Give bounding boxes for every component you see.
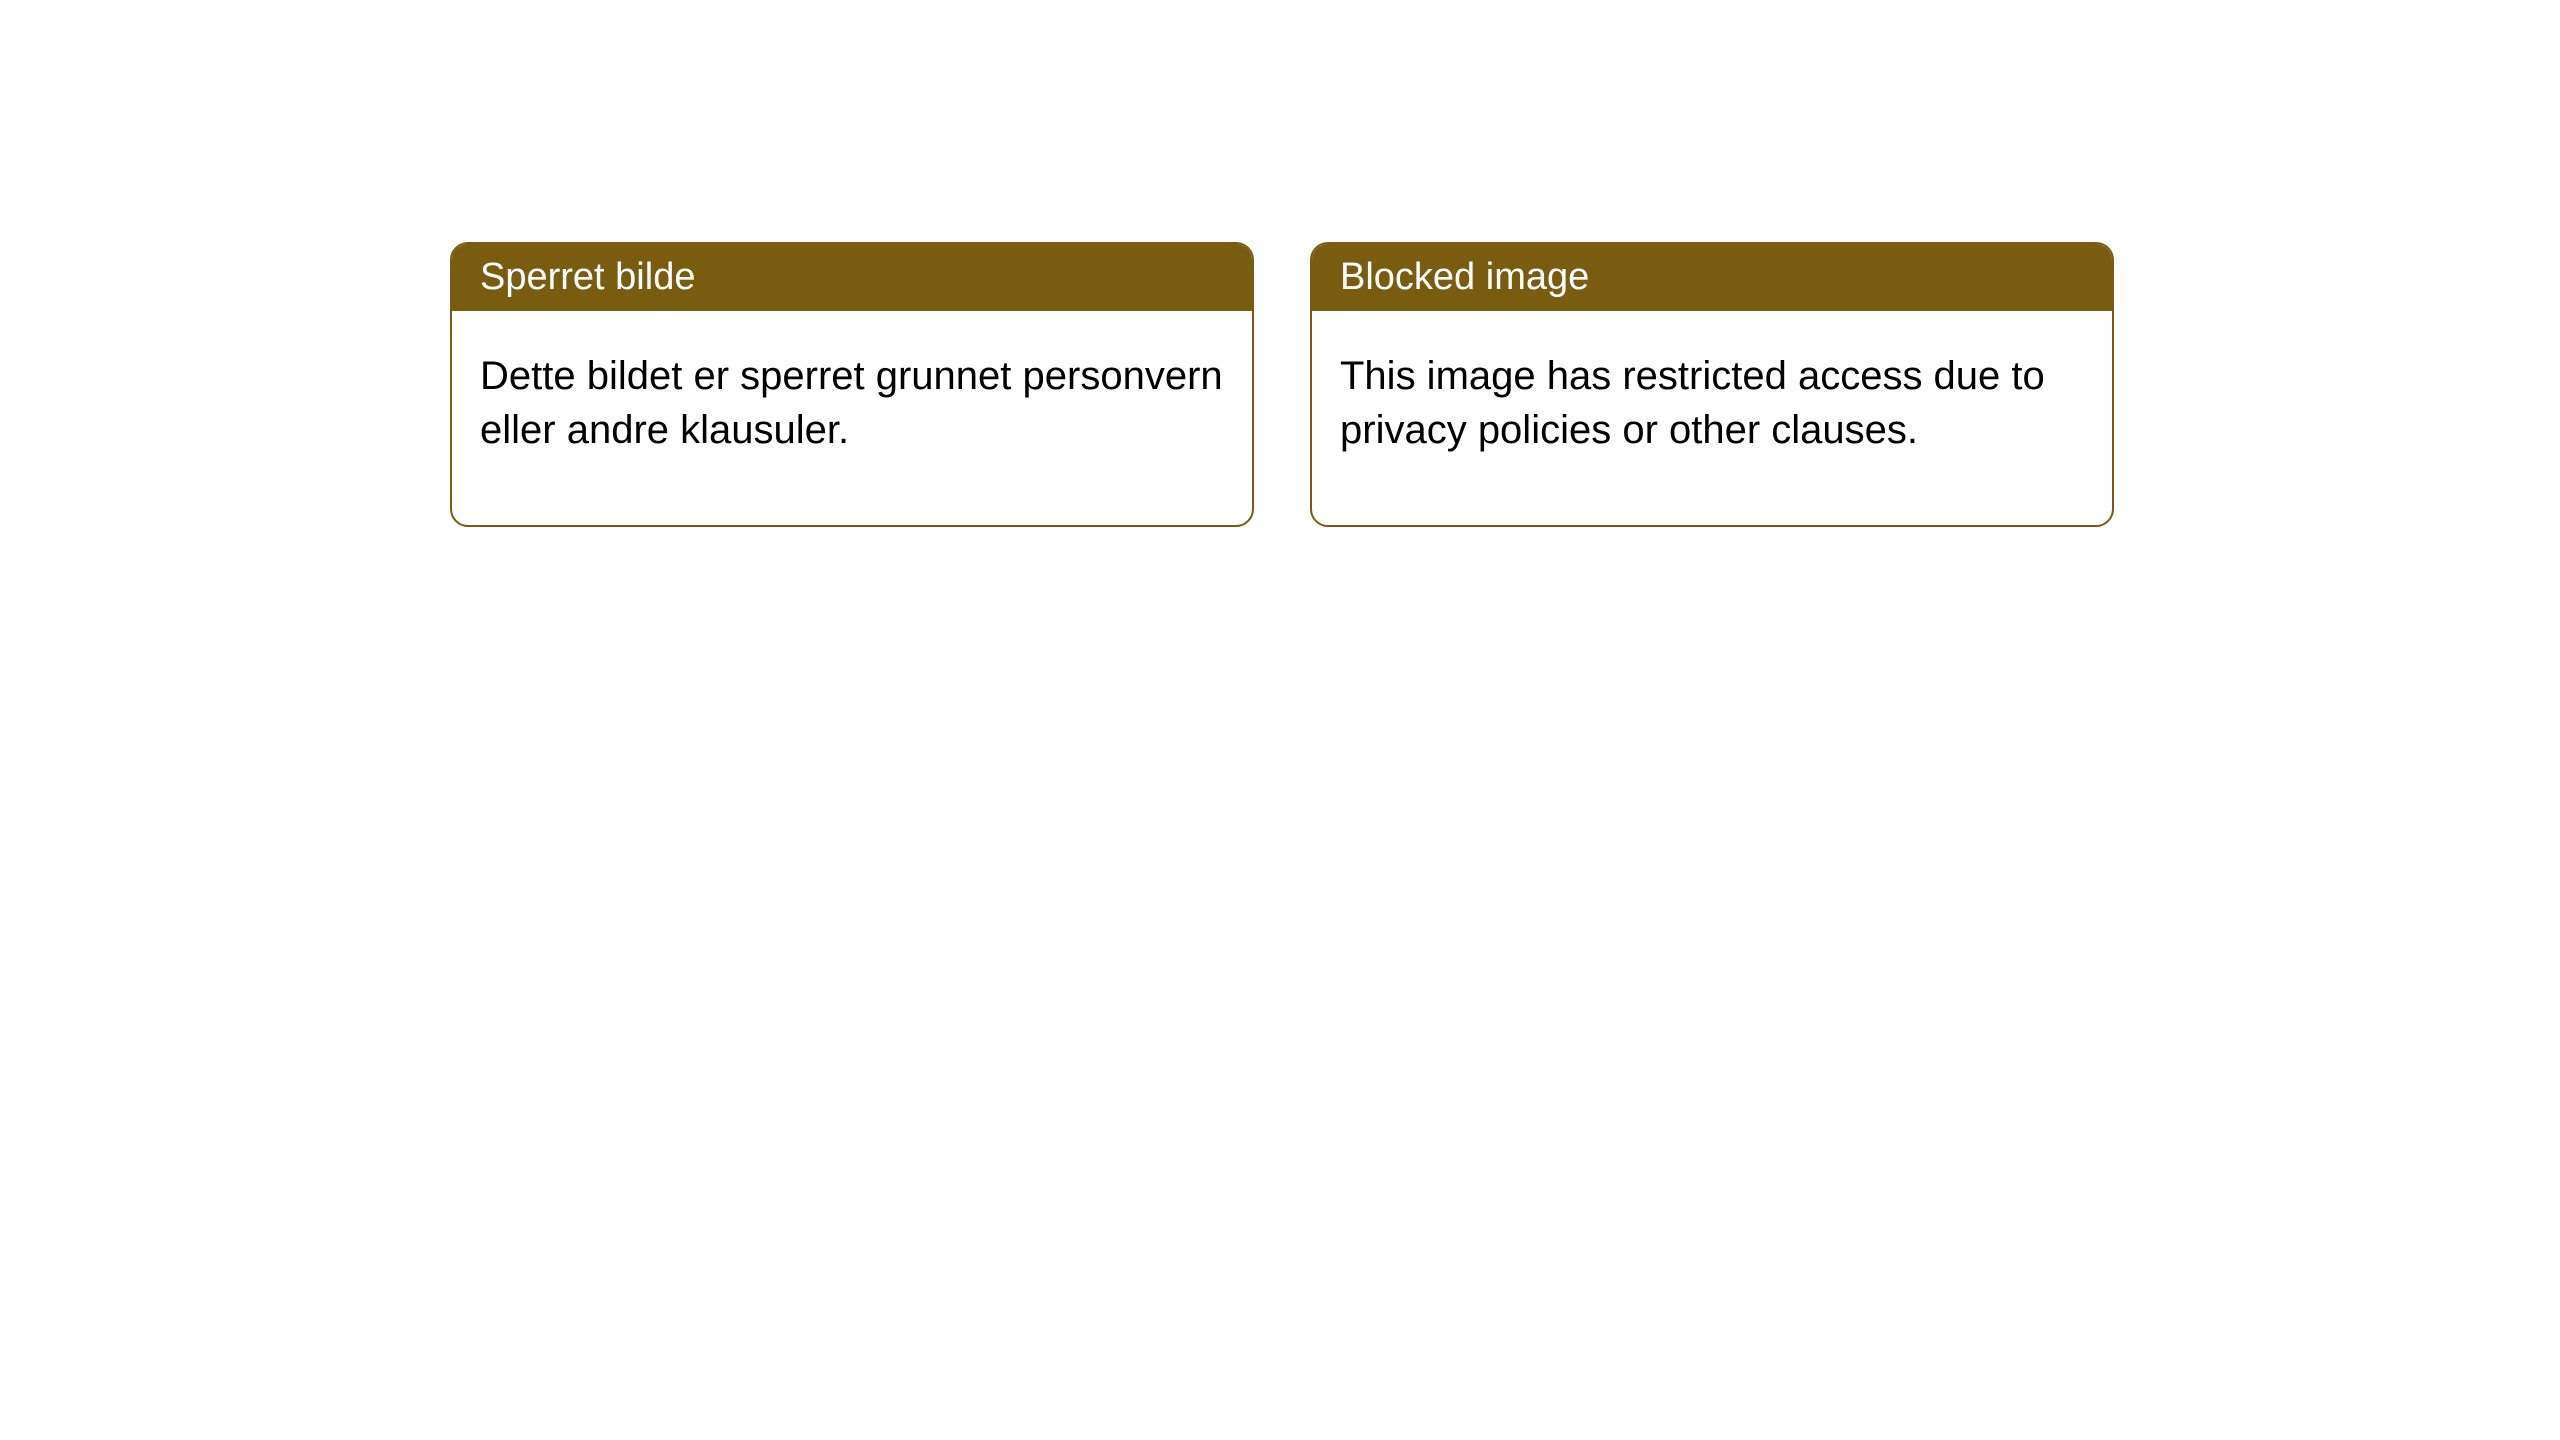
card-header: Sperret bilde — [452, 244, 1252, 311]
card-body: This image has restricted access due to … — [1312, 311, 2112, 525]
card-body: Dette bildet er sperret grunnet personve… — [452, 311, 1252, 525]
notice-card-english: Blocked image This image has restricted … — [1310, 242, 2114, 527]
card-header: Blocked image — [1312, 244, 2112, 311]
card-title: Blocked image — [1340, 256, 1589, 298]
card-body-text: This image has restricted access due to … — [1340, 354, 2045, 452]
card-body-text: Dette bildet er sperret grunnet personve… — [480, 354, 1223, 452]
card-title: Sperret bilde — [480, 256, 695, 298]
notice-cards-container: Sperret bilde Dette bildet er sperret gr… — [0, 0, 2560, 527]
notice-card-norwegian: Sperret bilde Dette bildet er sperret gr… — [450, 242, 1254, 527]
